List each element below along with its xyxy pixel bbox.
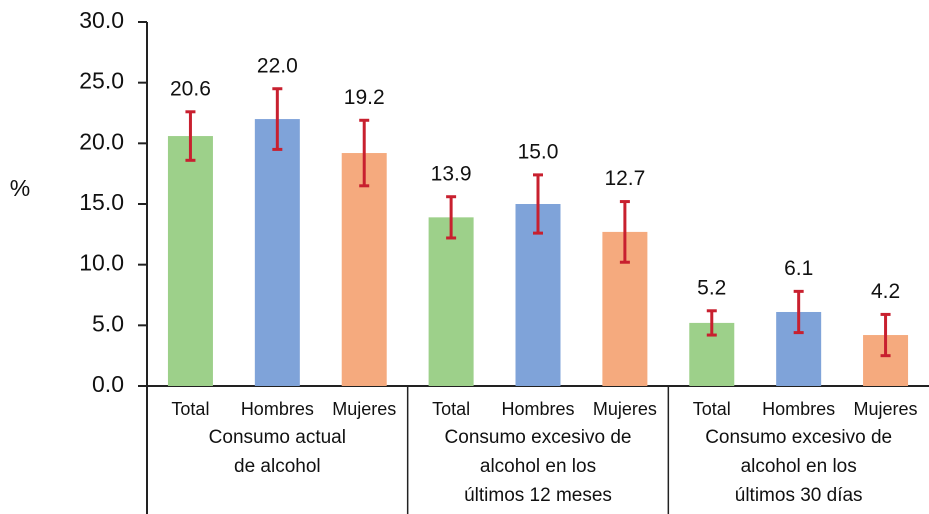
category-label: últimos 30 días	[735, 485, 863, 506]
series-label: Mujeres	[332, 399, 396, 419]
bar	[428, 217, 474, 386]
category-label: Consumo excesivo de	[445, 427, 632, 448]
series-label: Mujeres	[593, 399, 657, 419]
value-label: 13.9	[431, 162, 472, 185]
error-bar	[619, 200, 630, 264]
series-label: Total	[693, 399, 731, 419]
bar	[341, 153, 387, 386]
y-axis-label: %	[10, 175, 30, 201]
value-label: 19.2	[344, 86, 385, 109]
series-label: Hombres	[241, 399, 314, 419]
y-tick-label: 20.0	[79, 128, 124, 154]
value-label: 22.0	[257, 54, 298, 77]
series-label: Total	[171, 399, 209, 419]
bar	[254, 119, 300, 387]
value-label: 15.0	[518, 140, 559, 163]
value-label: 20.6	[170, 77, 211, 100]
category-label: de alcohol	[234, 456, 321, 477]
error-bar	[706, 309, 717, 337]
series-label: Mujeres	[854, 399, 918, 419]
category-label: alcohol en los	[741, 456, 857, 477]
error-bar	[185, 110, 196, 162]
category-label: Consumo actual	[209, 427, 346, 448]
category-label: alcohol en los	[480, 456, 596, 477]
y-tick-label: 25.0	[79, 68, 124, 94]
category-label: últimos 12 meses	[464, 485, 612, 506]
y-tick-label: 10.0	[79, 250, 124, 276]
value-label: 5.2	[697, 276, 726, 299]
error-bar	[533, 173, 543, 235]
error-bar	[272, 87, 283, 151]
value-label: 6.1	[784, 257, 813, 280]
y-tick-label: 0.0	[92, 371, 124, 397]
y-tick-label: 5.0	[92, 310, 124, 336]
y-tick-label: 15.0	[79, 189, 124, 215]
series-label: Hombres	[762, 399, 835, 419]
series-label: Hombres	[501, 399, 574, 419]
y-tick-label: 30.0	[79, 7, 124, 33]
series-label: Total	[432, 399, 470, 419]
error-bar	[793, 289, 804, 335]
category-label: Consumo excesivo de	[705, 427, 892, 448]
value-label: 12.7	[604, 167, 645, 190]
error-bar	[446, 195, 457, 240]
error-bar	[880, 312, 891, 358]
error-bar	[359, 118, 370, 188]
value-label: 4.2	[871, 280, 900, 303]
bar	[167, 136, 213, 386]
